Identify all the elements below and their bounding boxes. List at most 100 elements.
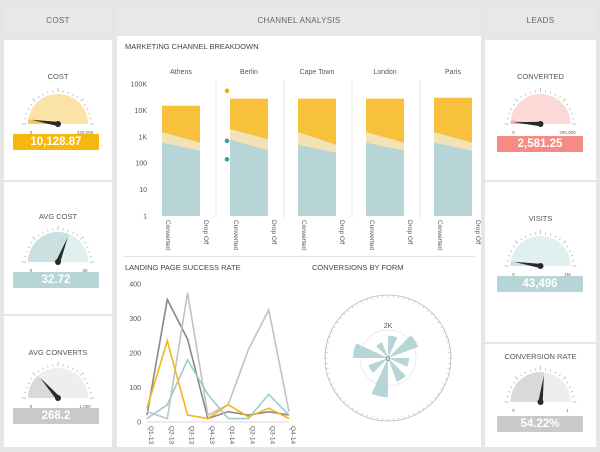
gauge-tick xyxy=(515,99,518,102)
gauge-tick xyxy=(571,255,573,256)
gauge-hub xyxy=(538,121,544,127)
converted-gauge-title: CONVERTED xyxy=(485,72,596,81)
area-converted xyxy=(298,145,336,216)
gauge-tick xyxy=(38,234,39,236)
gauge-tick xyxy=(525,236,526,238)
gauge-tick xyxy=(569,387,571,388)
gauge-tick xyxy=(510,251,512,252)
gauge-tick xyxy=(569,109,571,110)
y-tick-label: 100K xyxy=(131,82,148,89)
gauge-tick xyxy=(508,391,510,392)
y-tick-label: 10 xyxy=(139,187,147,194)
x-tick-label: Q1-14 xyxy=(228,426,235,444)
avg-cost-gauge-title: AVG COST xyxy=(4,212,112,221)
cost-gauge-title: COST xyxy=(4,72,112,81)
series-line-B xyxy=(147,293,289,419)
leads-column-header: LEADS xyxy=(485,4,596,36)
gauge-tick xyxy=(30,242,32,243)
gauge-tick xyxy=(530,234,531,236)
gauge-tick xyxy=(43,232,44,234)
gauge-hub xyxy=(55,395,61,401)
gauge-tick xyxy=(510,387,512,388)
x-tick-label: Q4-14 xyxy=(289,426,296,444)
bar-label: Drop Off xyxy=(270,220,277,245)
channel-analysis-header: CHANNEL ANALYSIS xyxy=(117,4,481,36)
section-divider xyxy=(123,256,475,257)
gauge-tick xyxy=(73,232,74,234)
outlier-point xyxy=(225,139,230,144)
bar-label: Drop Off xyxy=(406,220,413,245)
gauge-tick xyxy=(77,234,78,236)
city-label: Athens xyxy=(170,69,192,76)
gauge-tick xyxy=(525,372,526,374)
gauge-tick xyxy=(569,251,571,252)
gauge-tick xyxy=(521,238,522,240)
gauge-tick xyxy=(81,373,84,376)
gauge-tick xyxy=(73,94,74,96)
bar-label: Drop Off xyxy=(202,220,209,245)
converted-gauge: 0 200,000 xyxy=(485,84,596,144)
y-tick-label: 1K xyxy=(138,134,147,141)
avg-cost-value: 32.72 xyxy=(13,272,99,288)
gauge-tick xyxy=(555,372,556,374)
city-label: Berlin xyxy=(240,69,258,76)
gauge-face xyxy=(28,94,88,124)
landing-chart-title: LANDING PAGE SUCCESS RATE xyxy=(125,263,241,272)
gauge-hub xyxy=(55,121,61,127)
bar-label: Converted xyxy=(436,220,443,250)
conversions-chart-title: CONVERSIONS BY FORM xyxy=(312,263,404,272)
y-tick-label: 200 xyxy=(129,351,141,358)
area-converted xyxy=(434,143,472,216)
gauge-tick xyxy=(43,94,44,96)
gauge-tick xyxy=(73,368,74,370)
gauge-max-label: 200,000 xyxy=(559,130,576,135)
x-tick-label: Q1-13 xyxy=(147,426,154,444)
gauge-min-label: 0 xyxy=(512,130,515,135)
channel-analysis-column: CHANNEL ANALYSIS MARKETING CHANNEL BREAK… xyxy=(117,4,481,447)
gauge-tick xyxy=(550,92,551,94)
y-tick-label: 300 xyxy=(129,316,141,323)
area-converted xyxy=(162,143,200,216)
conversion-rate-value: 54.22% xyxy=(497,416,583,432)
gauge-tick xyxy=(33,373,36,376)
x-tick-label: Q2-14 xyxy=(248,426,255,444)
gauge-tick xyxy=(28,247,30,248)
x-tick-label: Q3-14 xyxy=(269,426,276,444)
gauge-tick xyxy=(26,251,28,252)
bar-label: Drop Off xyxy=(474,220,481,245)
gauge-tick xyxy=(521,96,522,98)
gauge-tick xyxy=(87,383,89,384)
gauge-tick xyxy=(38,370,39,372)
visits-gauge-title: VISITS xyxy=(485,214,596,223)
gauge-tick xyxy=(68,92,69,94)
avg-converts-value: 268.2 xyxy=(13,408,99,424)
gauge-tick xyxy=(68,230,69,232)
avg-converts-gauge-title: AVG CONVERTS xyxy=(4,348,112,357)
gauge-tick xyxy=(515,241,518,244)
x-tick-label: Q4-13 xyxy=(208,426,215,444)
conversion-rate-gauge-title: CONVERSION RATE xyxy=(485,352,596,361)
gauge-tick xyxy=(88,113,90,114)
outlier-point xyxy=(225,89,230,94)
marketing-chart-title: MARKETING CHANNEL BREAKDOWN xyxy=(125,42,259,51)
gauge-tick xyxy=(43,368,44,370)
cost-column-header: COST xyxy=(4,4,112,36)
gauge-tick xyxy=(47,230,48,232)
cost-value: 10,128.87 xyxy=(13,134,99,150)
gauge-tick xyxy=(84,104,86,105)
x-tick-label: Q2-13 xyxy=(167,426,174,444)
gauge-tick xyxy=(33,237,36,240)
gauge-tick xyxy=(77,370,78,372)
gauge-tick xyxy=(26,387,28,388)
gauge-tick xyxy=(30,378,32,379)
gauge-tick xyxy=(530,370,531,372)
